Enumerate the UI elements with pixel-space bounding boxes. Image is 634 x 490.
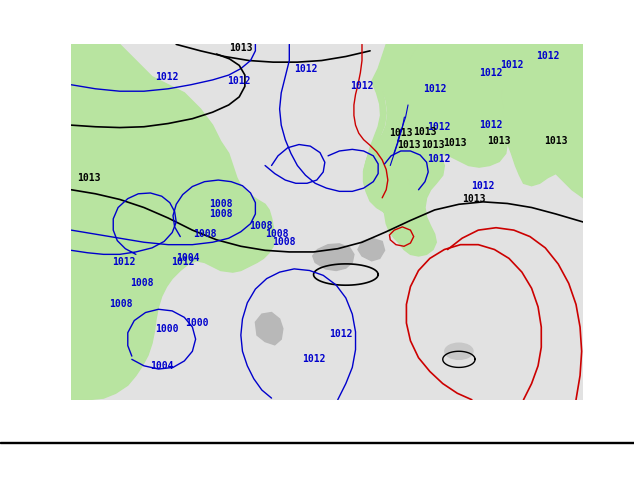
Polygon shape (364, 45, 507, 214)
Text: 1012: 1012 (427, 122, 451, 132)
Text: 1008: 1008 (249, 221, 273, 231)
Polygon shape (71, 198, 87, 279)
Text: Su 26-05-2024 00:00 UTC (00+48): Su 26-05-2024 00:00 UTC (00+48) (389, 455, 621, 468)
Text: 1012: 1012 (228, 76, 251, 86)
Text: 1008: 1008 (272, 237, 295, 247)
Text: 1000: 1000 (184, 318, 208, 328)
Text: 1013: 1013 (389, 128, 413, 138)
Text: 1012: 1012 (302, 354, 325, 365)
Text: 1012: 1012 (423, 84, 446, 94)
Text: 1008: 1008 (193, 229, 216, 239)
Text: 1012: 1012 (350, 81, 373, 91)
Text: 1012: 1012 (155, 72, 178, 82)
Text: 1012: 1012 (472, 181, 495, 191)
Text: 1013: 1013 (422, 140, 445, 150)
Polygon shape (364, 45, 444, 256)
Text: 1013: 1013 (462, 195, 485, 204)
Polygon shape (501, 45, 583, 198)
Text: 1012: 1012 (294, 64, 317, 74)
Text: 1012: 1012 (500, 60, 523, 70)
Text: 1012: 1012 (329, 328, 353, 339)
Text: 1004: 1004 (177, 253, 200, 264)
Text: 1013: 1013 (488, 136, 511, 147)
Text: ©weatheronline.co.uk: ©weatheronline.co.uk (486, 472, 621, 482)
Text: 1013: 1013 (397, 140, 420, 150)
Text: 1012: 1012 (479, 120, 503, 130)
Text: 1012: 1012 (479, 68, 503, 77)
Text: 1013: 1013 (544, 136, 567, 147)
Text: 1013: 1013 (413, 126, 437, 137)
Text: 1004: 1004 (150, 361, 174, 371)
Text: 1013: 1013 (229, 44, 252, 53)
Text: 1000: 1000 (155, 324, 178, 334)
Text: 1012: 1012 (171, 257, 195, 268)
Polygon shape (71, 45, 275, 400)
Text: 1012: 1012 (536, 51, 559, 61)
Text: 1013: 1013 (443, 138, 467, 148)
Text: 1012: 1012 (427, 154, 451, 164)
Text: 1008: 1008 (209, 209, 233, 219)
Polygon shape (256, 313, 283, 345)
Polygon shape (358, 238, 385, 261)
Text: 1008: 1008 (266, 229, 289, 239)
Text: 1013: 1013 (77, 172, 101, 183)
Text: 1008: 1008 (209, 199, 233, 209)
Text: 1012: 1012 (112, 257, 136, 268)
Text: 1008: 1008 (131, 278, 154, 288)
Text: 1008: 1008 (110, 299, 133, 309)
Ellipse shape (445, 343, 473, 359)
Polygon shape (313, 244, 354, 270)
Text: Surface pressure [hPa] ECMWF: Surface pressure [hPa] ECMWF (8, 455, 218, 468)
